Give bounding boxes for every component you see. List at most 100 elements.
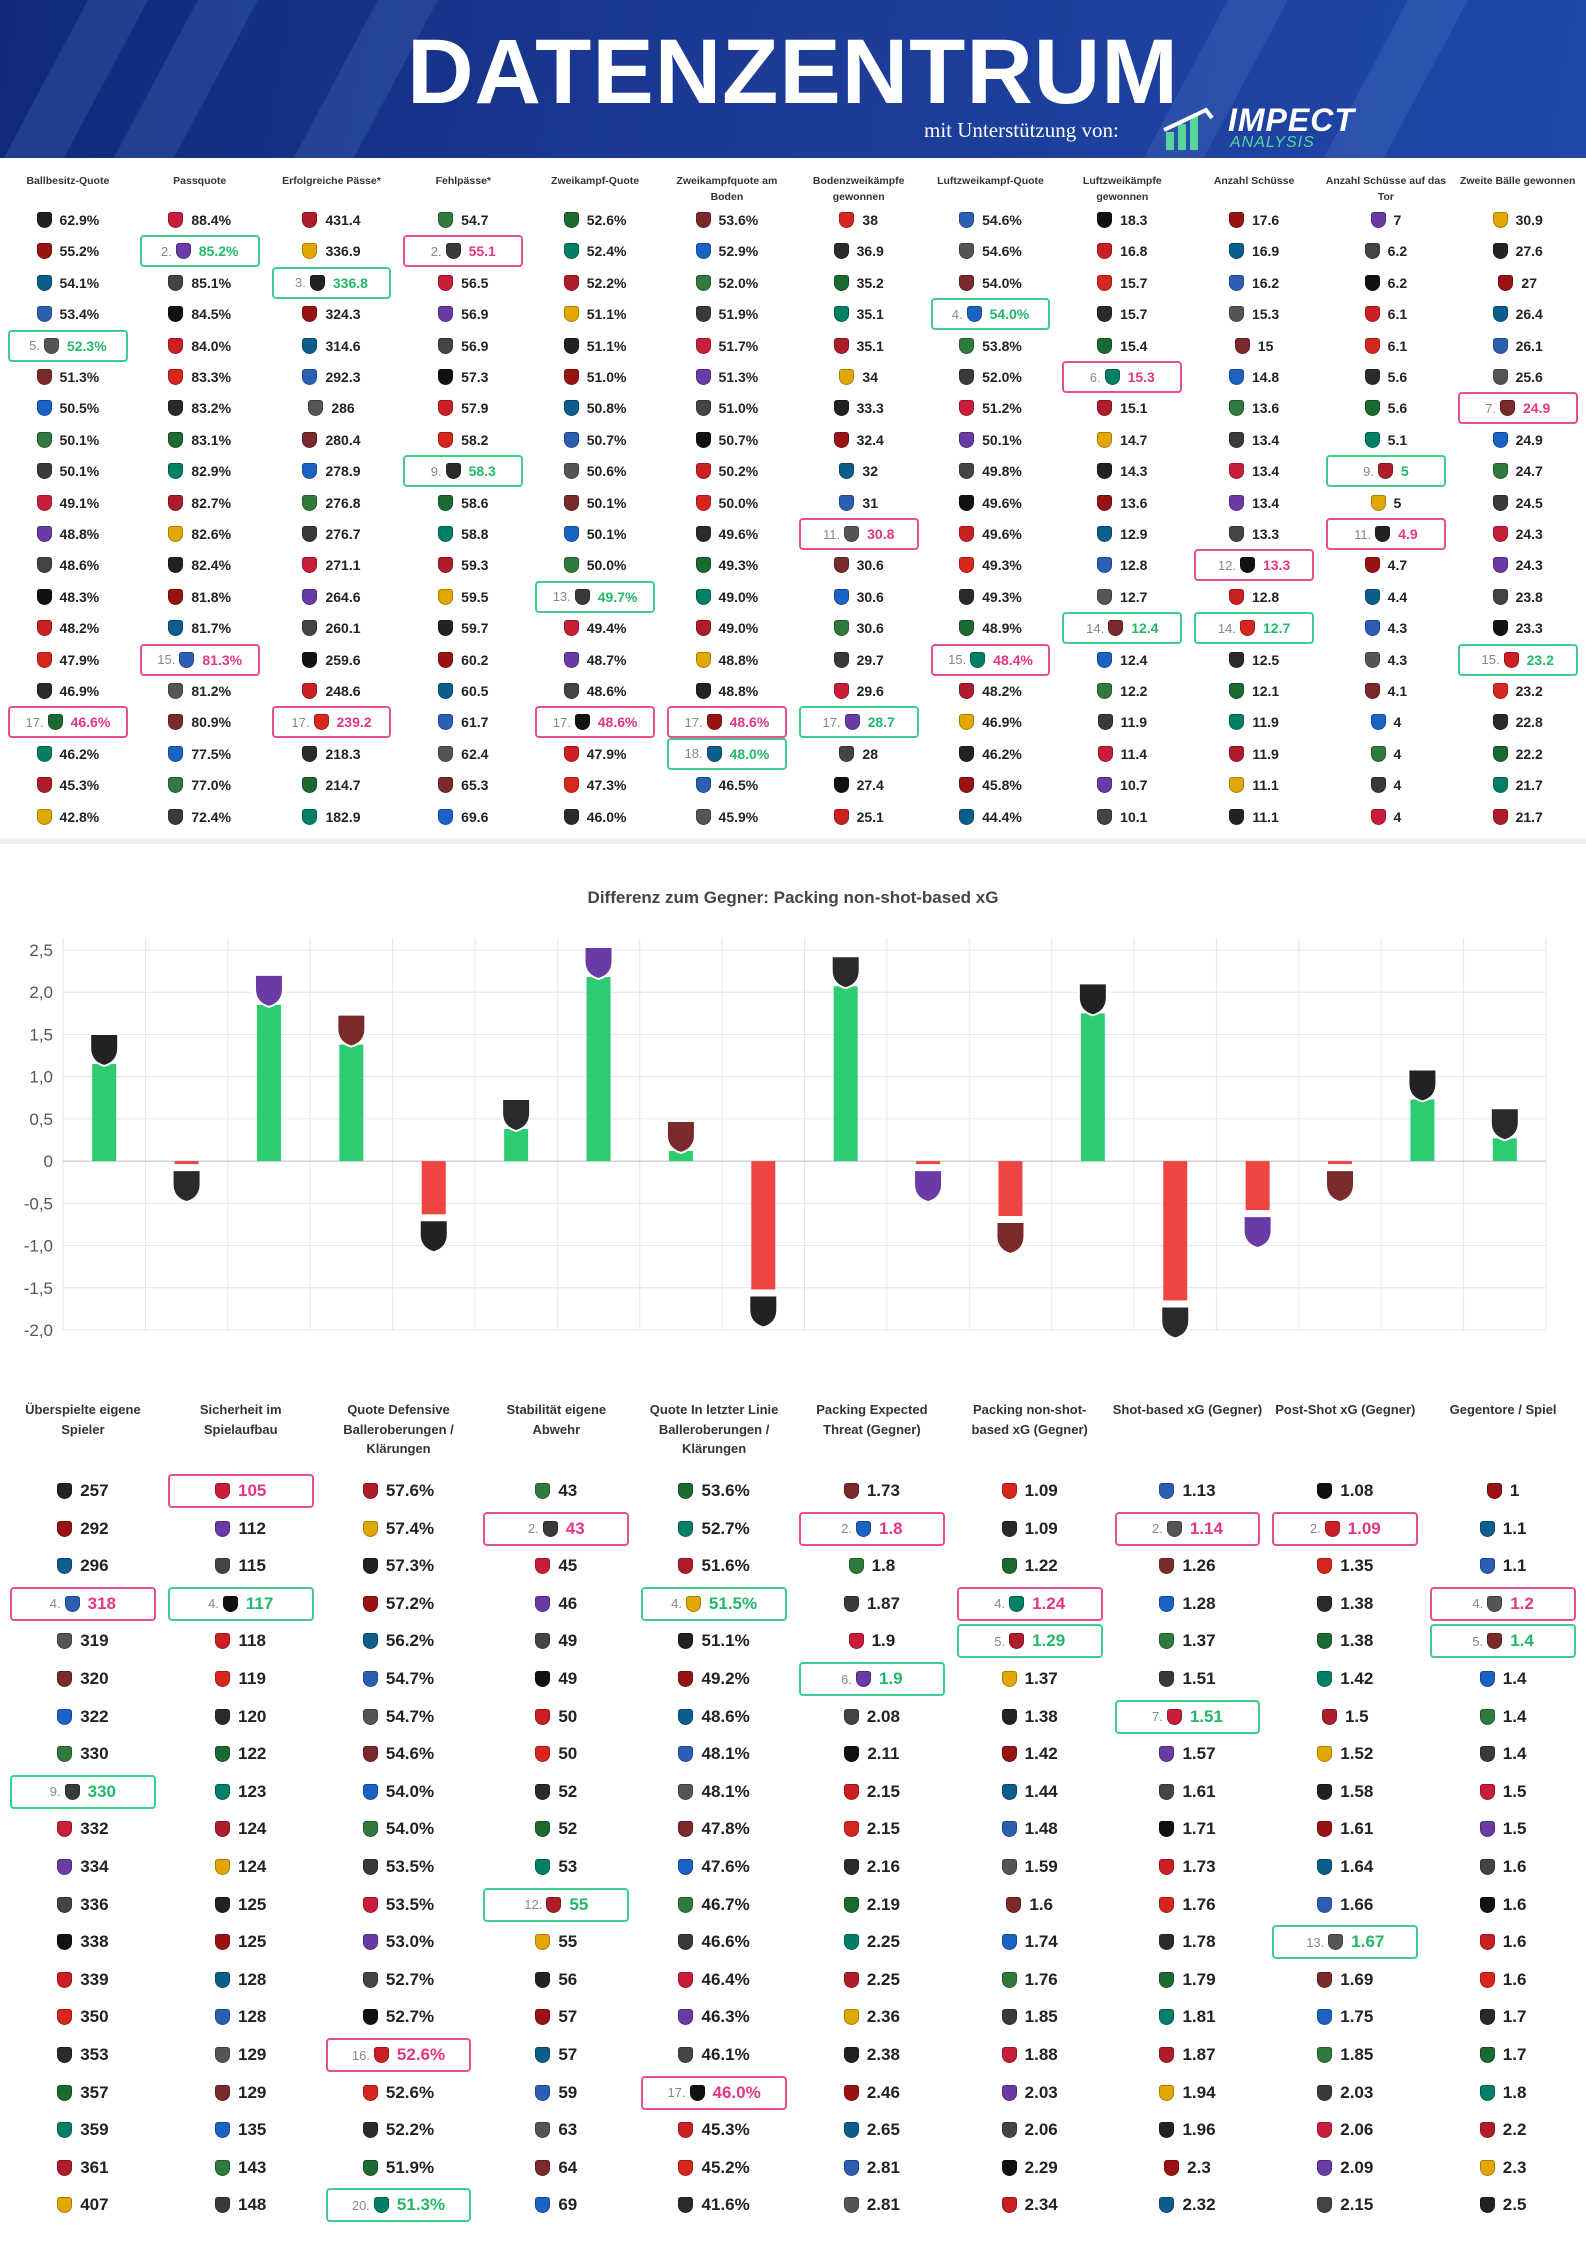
- club-crest-icon: [833, 620, 849, 637]
- stat-cell: 24.3: [1458, 549, 1578, 581]
- club-crest-icon: [695, 431, 711, 448]
- stat-cell: 47.8%: [641, 1812, 787, 1846]
- stat-cell: 59: [483, 2076, 629, 2110]
- club-crest-icon: [1159, 2084, 1175, 2101]
- stat-value: 105: [238, 1481, 267, 1500]
- rank-label: 4.: [951, 306, 963, 322]
- club-crest-icon: [501, 1098, 532, 1133]
- club-crest-icon: [1370, 212, 1386, 228]
- club-crest-icon: [215, 1934, 230, 1951]
- stat-value: 36.9: [856, 243, 884, 260]
- stat-value: 128: [238, 2007, 267, 2027]
- stat-value: 4.7: [1387, 557, 1408, 574]
- club-crest-icon: [1487, 1633, 1503, 1650]
- stat-cell: 6. 1.9: [799, 1662, 945, 1696]
- stat-cell: 49.6%: [667, 518, 787, 550]
- rank-label: 14.: [1217, 620, 1236, 636]
- stat-cell: 292: [10, 1512, 156, 1546]
- stat-cell: 123: [168, 1775, 314, 1809]
- stat-value: 84.5%: [191, 306, 232, 323]
- club-crest-icon: [1479, 2159, 1495, 2176]
- club-crest-icon: [215, 2047, 230, 2063]
- club-crest-icon: [546, 1896, 562, 1913]
- stat-value: 4.3: [1387, 620, 1408, 637]
- stat-cell: 4.3: [1326, 612, 1446, 644]
- stat-value: 52: [558, 1819, 578, 1839]
- club-crest-icon: [959, 745, 975, 762]
- club-crest-icon: [36, 306, 52, 323]
- stat-value: 82.9%: [191, 463, 232, 480]
- club-crest-icon: [695, 588, 711, 605]
- club-crest-icon: [1229, 714, 1245, 731]
- club-crest-icon: [839, 463, 855, 480]
- stat-cell: 292.3: [272, 361, 392, 393]
- stat-cell: 314.6: [272, 330, 392, 362]
- stat-cell: 115: [168, 1549, 314, 1583]
- stat-value: 124: [238, 1819, 267, 1839]
- stat-cell: 52.7%: [326, 1963, 472, 1997]
- stat-value: 1.44: [1024, 1781, 1058, 1801]
- stat-cell: 1.75: [1272, 2000, 1418, 2034]
- stat-value: 336: [80, 1894, 109, 1914]
- stat-value: 1.7: [1502, 2045, 1527, 2064]
- club-crest-icon: [959, 808, 975, 825]
- stat-value: 46.5%: [718, 777, 759, 794]
- club-crest-icon: [844, 526, 860, 542]
- stat-cell: 28: [799, 738, 919, 770]
- stat-value: 259.6: [325, 651, 361, 668]
- stat-cell: 84.5%: [140, 298, 260, 330]
- club-crest-icon: [833, 651, 849, 668]
- club-crest-icon: [1492, 369, 1508, 385]
- club-crest-icon: [362, 1483, 378, 1499]
- rank-label: 17.: [25, 714, 44, 730]
- stat-value: 148: [238, 2195, 267, 2215]
- stat-cell: 2.15: [1272, 2188, 1418, 2222]
- stat-cell: 25.1: [799, 801, 919, 833]
- club-crest-icon: [57, 1520, 73, 1537]
- rank-label: 18.: [684, 746, 703, 762]
- stat-value: 54.6%: [982, 243, 1022, 260]
- club-crest-icon: [215, 2159, 230, 2176]
- stat-cell: 6.2: [1326, 267, 1446, 299]
- stat-cell: 5.1: [1326, 424, 1446, 456]
- stat-value: 23.2: [1515, 683, 1543, 699]
- stat-cell: 57.9: [403, 392, 523, 424]
- stat-cell: 53.6%: [641, 1474, 787, 1508]
- club-crest-icon: [168, 714, 184, 731]
- stat-cell: 52.0%: [931, 361, 1051, 393]
- stat-value: 1.29: [1032, 1631, 1066, 1651]
- stat-value: 2.06: [1024, 2120, 1058, 2140]
- stat-value: 88.4%: [191, 212, 232, 228]
- bar: [92, 1064, 117, 1162]
- stat-cell: 276.7: [272, 518, 392, 550]
- stat-cell: 2.16: [799, 1850, 945, 1884]
- club-crest-icon: [959, 557, 975, 574]
- stat-value: 5: [1400, 463, 1409, 480]
- bar: [421, 1161, 446, 1215]
- stat-value: 35.1: [856, 306, 884, 323]
- club-crest-icon: [665, 1119, 696, 1155]
- club-crest-icon: [843, 1934, 859, 1951]
- stat-cell: 48.2%: [931, 675, 1051, 707]
- stat-value: 1.4: [1502, 1744, 1527, 1764]
- club-crest-icon: [1097, 274, 1113, 291]
- stat-cell: 59.3: [403, 549, 523, 581]
- stat-value: 2.08: [866, 1706, 900, 1726]
- stat-cell: 2.19: [799, 1888, 945, 1922]
- club-crest-icon: [362, 1971, 378, 1988]
- club-crest-icon: [36, 526, 52, 542]
- stat-value: 83.1%: [191, 431, 232, 448]
- club-crest-icon: [959, 463, 975, 480]
- stat-cell: 13. 1.67: [1272, 1925, 1419, 1960]
- bar: [586, 977, 611, 1162]
- stat-cell: 12. 55: [483, 1887, 630, 1922]
- club-crest-icon: [57, 2084, 73, 2101]
- club-crest-icon: [1317, 2084, 1333, 2101]
- stat-value: 292: [80, 1518, 109, 1538]
- stat-cell: 45.9%: [667, 801, 787, 833]
- club-crest-icon: [215, 1520, 231, 1537]
- stat-value: 49.0%: [718, 588, 759, 605]
- stat-value: 1.64: [1340, 1857, 1374, 1876]
- bottom-stats-table: Überspielte eigene Spieler 257 292 296 4. 318…: [0, 1400, 1586, 2223]
- stat-cell: 44.4%: [931, 801, 1051, 833]
